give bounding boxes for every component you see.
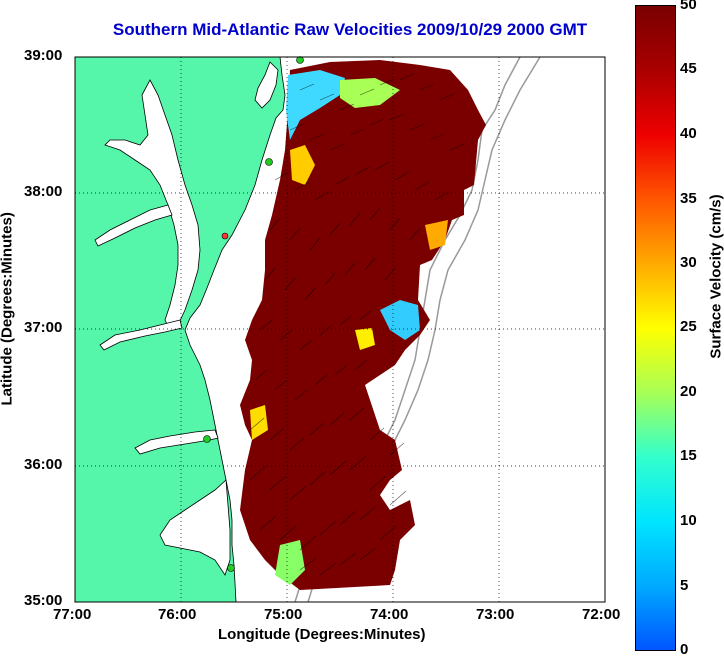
y-tick-label: 35:00 <box>24 592 63 609</box>
colorbar-tick: 15 <box>680 447 697 464</box>
low-velocity-zone <box>286 70 345 140</box>
low-velocity-zone <box>355 328 375 350</box>
colorbar-tick: 5 <box>680 577 689 594</box>
low-velocity-zone <box>425 220 448 250</box>
low-velocity-zone <box>275 540 305 585</box>
james-river <box>99 319 183 351</box>
velocity-field <box>240 60 486 590</box>
y-tick-label: 39:00 <box>24 47 63 64</box>
y-tick-label: 37:00 <box>24 319 63 336</box>
colorbar-tick: 10 <box>680 512 697 529</box>
x-tick-label: 72:00 <box>582 606 621 623</box>
x-axis-label: Longitude (Degrees:Minutes) <box>218 626 426 643</box>
colorbar-tick: 50 <box>680 0 697 13</box>
colorbar-label: Surface Velocity (cm/s) <box>707 194 724 359</box>
map-title: Southern Mid-Atlantic Raw Velocities 200… <box>112 20 588 39</box>
y-tick-label: 36:00 <box>24 456 63 473</box>
x-tick-label: 77:00 <box>53 606 92 623</box>
low-velocity-zone <box>290 145 315 185</box>
velocity-vectors <box>249 73 465 576</box>
low-velocity-zone <box>340 78 400 108</box>
hf-radar-stations <box>203 56 304 572</box>
chesapeake-bay <box>104 79 201 331</box>
station-marker <box>296 56 304 64</box>
colorbar-tick: 25 <box>680 318 697 335</box>
pamlico-sound <box>159 479 231 576</box>
plot-frame <box>74 56 606 603</box>
grid-lines <box>75 57 605 602</box>
x-tick-label: 74:00 <box>370 606 409 623</box>
potomac-river <box>94 204 173 247</box>
colorbar-tick: 30 <box>680 254 697 271</box>
x-tick-label: 73:00 <box>476 606 515 623</box>
colorbar-tick: 45 <box>680 60 697 77</box>
colorbar-tick: 35 <box>680 190 697 207</box>
station-marker <box>203 435 211 443</box>
colorbar-tick: 20 <box>680 383 697 400</box>
x-tick-label: 76:00 <box>158 606 197 623</box>
y-tick-label: 38:00 <box>24 183 63 200</box>
x-tick-label: 75:00 <box>264 606 303 623</box>
low-velocity-zone <box>380 300 420 340</box>
albemarle-sound <box>134 429 219 455</box>
colorbar-tick: 40 <box>680 125 697 142</box>
station-marker <box>265 158 273 166</box>
delaware-bay <box>254 61 279 109</box>
station-marker <box>221 232 229 240</box>
station-marker <box>227 564 235 572</box>
colorbar-tick: 0 <box>680 641 689 658</box>
colorbar <box>635 5 676 651</box>
y-axis-label: Latitude (Degrees:Minutes) <box>0 212 16 406</box>
